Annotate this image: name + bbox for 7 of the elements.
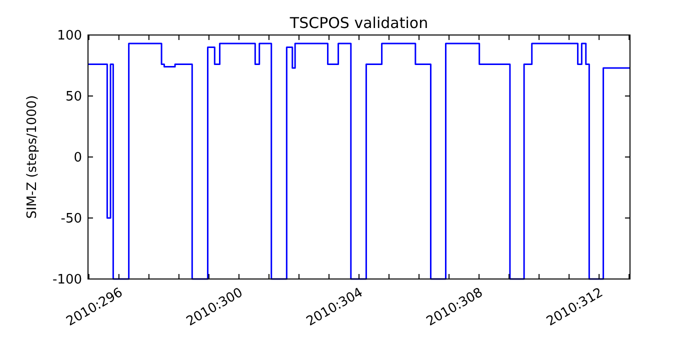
chart-title: TSCPOS validation bbox=[288, 14, 428, 32]
y-tick-label: -50 bbox=[60, 212, 82, 227]
y-tick-label: 50 bbox=[65, 90, 82, 105]
y-tick-label: -100 bbox=[52, 272, 82, 288]
y-tick-label: 0 bbox=[74, 150, 82, 166]
y-axis-title: SIM-Z (steps/1000) bbox=[25, 95, 40, 219]
y-tick-label: 100 bbox=[57, 28, 82, 44]
